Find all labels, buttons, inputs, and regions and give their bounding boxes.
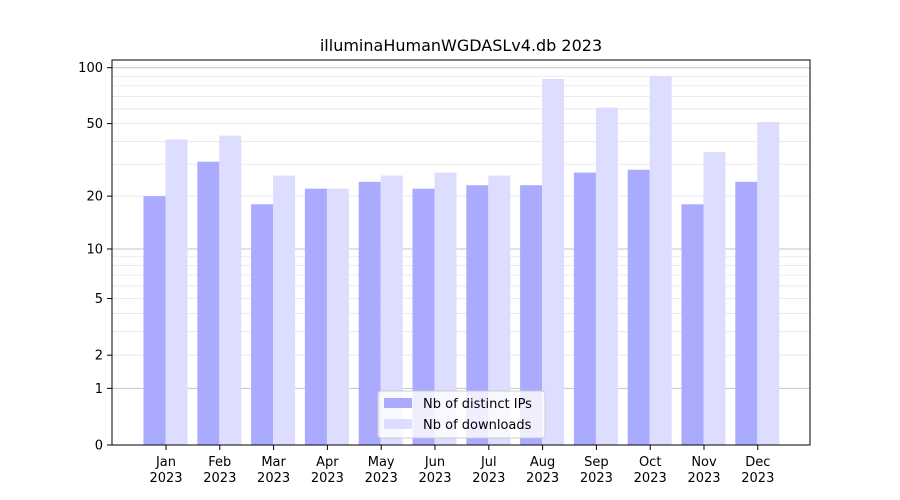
x-tick-label-month: Sep [584, 455, 609, 470]
bar-distinct-ips-jun [412, 188, 435, 445]
x-tick-label-month: Jun [424, 455, 445, 470]
x-tick-label-year: 2023 [472, 471, 505, 486]
bar-distinct-ips-feb [197, 161, 220, 445]
x-tick-label-month: Apr [316, 455, 339, 470]
x-tick-label-year: 2023 [365, 471, 398, 486]
x-tick-label-month: May [368, 455, 395, 470]
bar-downloads-feb [219, 135, 242, 445]
x-tick-label-year: 2023 [580, 471, 613, 486]
bars [143, 76, 780, 446]
y-tick-label: 10 [86, 242, 103, 257]
x-tick-label-month: Nov [691, 455, 717, 470]
x-tick-label-year: 2023 [418, 471, 451, 486]
bar-downloads-nov [703, 152, 726, 445]
bar-downloads-aug [542, 78, 565, 446]
bar-distinct-ips-apr [304, 188, 327, 445]
x-tick-label-month: Dec [745, 455, 770, 470]
x-tick-label-month: Feb [208, 455, 231, 470]
y-tick-label: 0 [95, 439, 103, 454]
legend-swatch [384, 398, 412, 408]
bar-distinct-ips-aug [520, 185, 543, 445]
y-tick-label: 20 [86, 190, 103, 205]
x-tick-label-month: Oct [639, 455, 661, 470]
bar-distinct-ips-may [358, 181, 381, 446]
x-tick-label-year: 2023 [526, 471, 559, 486]
x-tick-label-month: Mar [261, 455, 286, 470]
bar-distinct-ips-sep [573, 172, 596, 445]
y-tick-label: 50 [86, 117, 103, 132]
y-tick-label: 1 [95, 382, 103, 397]
bar-distinct-ips-mar [251, 204, 274, 445]
x-tick-label-year: 2023 [634, 471, 667, 486]
x-tick-label-month: Aug [530, 455, 555, 470]
legend-label: Nb of distinct IPs [423, 397, 532, 412]
bar-distinct-ips-jul [466, 185, 489, 445]
bar-downloads-mar [273, 175, 296, 445]
legend-label: Nb of downloads [423, 418, 532, 433]
bar-downloads-sep [595, 107, 618, 445]
x-axis: Jan2023Feb2023Mar2023Apr2023May2023Jun20… [149, 445, 774, 486]
bar-downloads-jun [434, 172, 457, 445]
bar-downloads-dec [757, 121, 780, 445]
bar-downloads-jul [488, 175, 511, 445]
plot-frame [111, 59, 811, 446]
bar-distinct-ips-nov [681, 204, 704, 445]
x-tick-label-year: 2023 [311, 471, 344, 486]
bar-downloads-oct [649, 76, 672, 446]
y-axis: 0 1 2 5 10 20 50 100 [78, 61, 112, 454]
x-tick-label-year: 2023 [257, 471, 290, 486]
legend: Nb of distinct IPs Nb of downloads [377, 390, 546, 439]
bar-downloads-jan [165, 139, 188, 445]
bar-downloads-apr [326, 188, 349, 445]
legend-box [377, 390, 546, 439]
x-tick-label-year: 2023 [203, 471, 236, 486]
bar-distinct-ips-oct [627, 169, 650, 445]
bar-distinct-ips-jan [143, 196, 166, 445]
x-tick-label-month: Jan [155, 455, 176, 470]
x-tick-label-year: 2023 [149, 471, 182, 486]
y-tick-label: 100 [78, 61, 103, 76]
chart-title: illuminaHumanWGDASLv4.db 2023 [320, 36, 602, 55]
legend-swatch [384, 419, 412, 429]
x-tick-label-year: 2023 [687, 471, 720, 486]
y-tick-label: 5 [95, 292, 103, 307]
bar-distinct-ips-dec [735, 181, 758, 446]
y-tick-label: 2 [95, 349, 103, 364]
x-tick-label-year: 2023 [741, 471, 774, 486]
bar-downloads-may [380, 175, 403, 445]
x-tick-label-month: Jul [480, 455, 497, 470]
